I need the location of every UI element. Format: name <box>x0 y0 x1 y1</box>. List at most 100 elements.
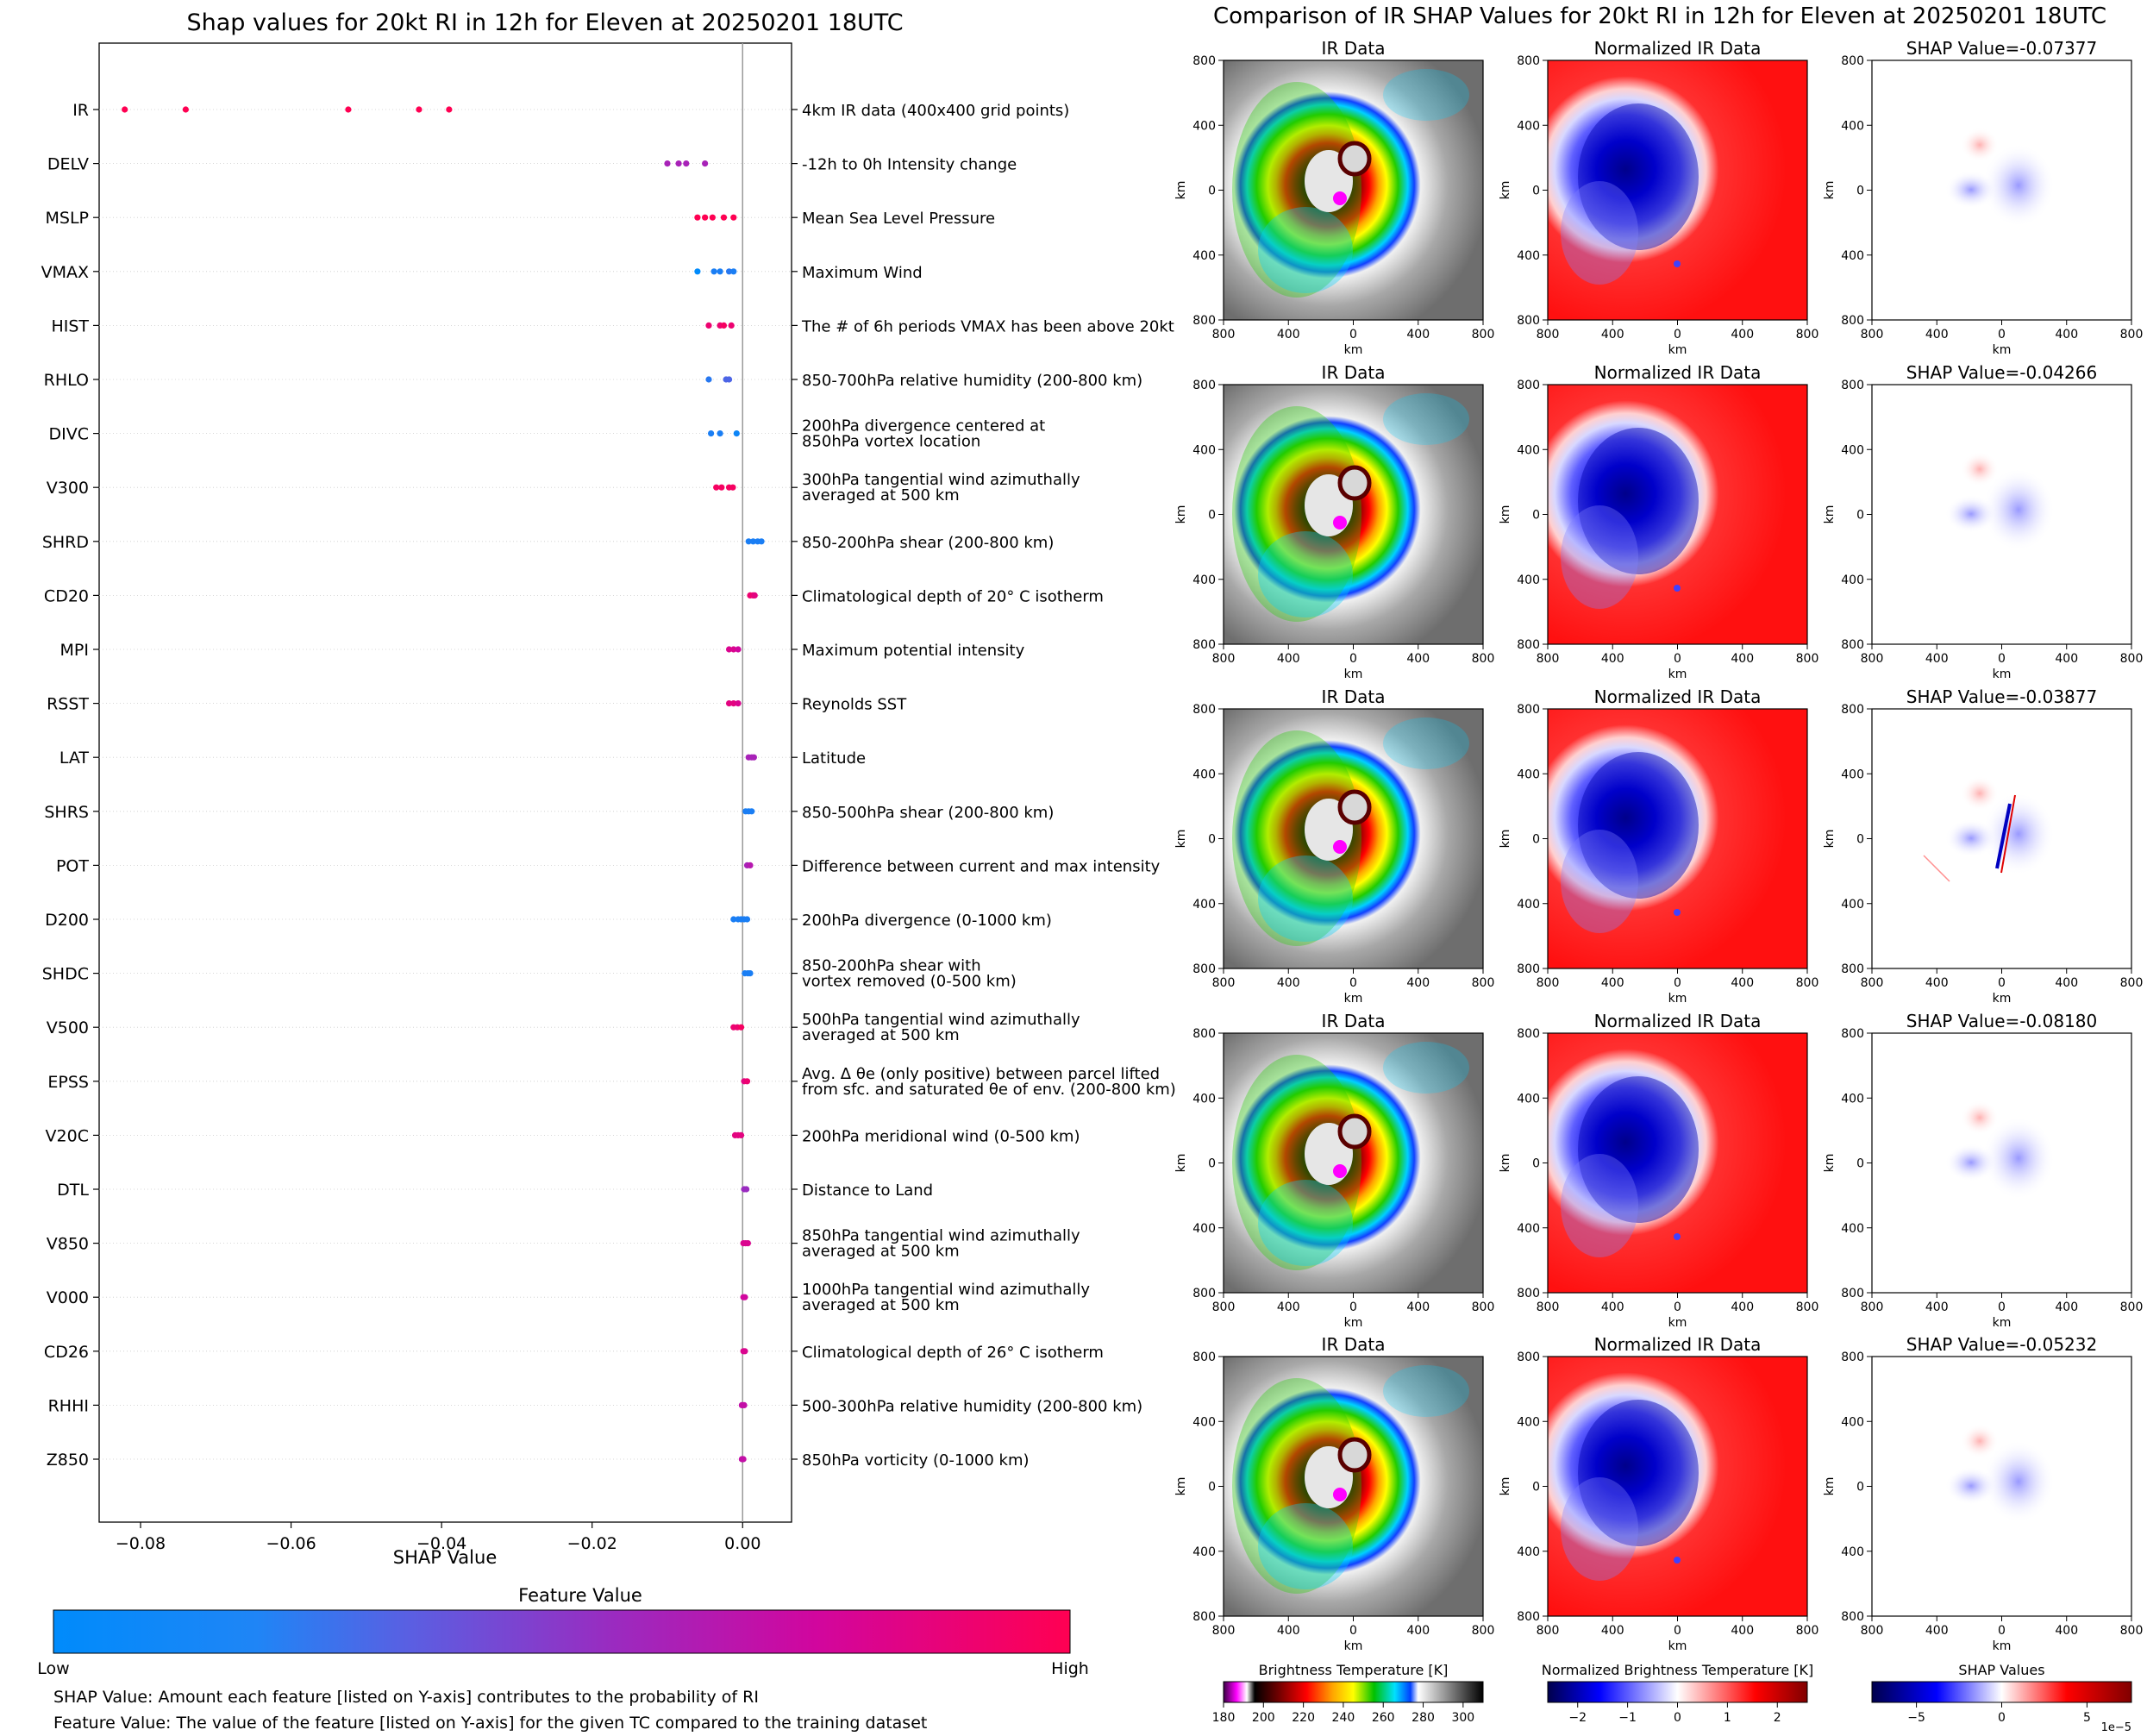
x-tick-label: 800 <box>1861 328 1884 342</box>
x-tick-label: 800 <box>1537 1300 1560 1314</box>
y-tick-label: 800 <box>1517 54 1540 68</box>
x-axis-km-label: km <box>1344 667 1363 681</box>
y-tick-label: 800 <box>1841 1610 1864 1624</box>
x-tick-label: 800 <box>1537 328 1560 342</box>
x-tick-label: 400 <box>1601 652 1624 666</box>
y-tick-label: 800 <box>1192 1351 1216 1364</box>
x-tick-label: 0 <box>1674 652 1681 666</box>
colorbar-title: Normalized Brightness Temperature [K] <box>1542 1662 1814 1678</box>
shap-streak <box>1923 855 1950 882</box>
y-tick-label: 800 <box>1841 1027 1864 1041</box>
shap-point <box>705 322 712 329</box>
cold-top-shape <box>1333 191 1347 205</box>
shap-point <box>728 322 735 329</box>
x-tick-label: 800 <box>1472 1624 1495 1638</box>
shap-point <box>416 106 423 113</box>
panel-image <box>1224 60 1483 320</box>
y-tick-label: 400 <box>1517 249 1540 263</box>
shap-negative-blob <box>1982 1117 2055 1200</box>
x-tick-label: 400 <box>1925 1300 1949 1314</box>
x-tick-label: 800 <box>2120 328 2144 342</box>
x-tick-label: 800 <box>1472 652 1495 666</box>
cloud-band-shape <box>1232 1378 1361 1594</box>
feature-description-label: Maximum potential intensity <box>802 642 1025 660</box>
feature-description-label: averaged at 500 km <box>802 486 960 505</box>
cold-anomaly-shape <box>1561 181 1638 285</box>
y-tick-label: 800 <box>1517 962 1540 976</box>
y-axis-km-label: km <box>1174 830 1188 849</box>
shap-point <box>729 484 736 491</box>
cold-anomaly-shape <box>1674 585 1681 592</box>
shap-point <box>345 106 352 113</box>
cloud-band-shape <box>1258 207 1353 293</box>
y-tick-label: 400 <box>1192 119 1216 133</box>
y-axis-km-label: km <box>1499 1154 1512 1173</box>
x-tick-label: 400 <box>1925 328 1949 342</box>
x-tick-label: 0 <box>1674 1624 1681 1638</box>
y-tick-label: 800 <box>1517 314 1540 328</box>
feature-description-label: 850-200hPa shear (200-800 km) <box>802 534 1054 552</box>
y-tick-label: 0 <box>1208 509 1216 523</box>
x-tick-label: 400 <box>1277 328 1300 342</box>
panel-image <box>1224 1357 1483 1616</box>
feature-code-label: V000 <box>47 1288 89 1307</box>
y-tick-label: 0 <box>1532 1481 1540 1495</box>
shap-point <box>705 376 712 383</box>
cold-anomaly-shape <box>1578 428 1699 574</box>
y-tick-label: 800 <box>1192 379 1216 392</box>
cold-anomaly-shape <box>1561 505 1638 609</box>
y-axis-km-label: km <box>1823 181 1837 200</box>
image-panel: SHAP Value=-0.03877800800400400004004008… <box>1823 686 2143 1006</box>
normalized-ir-title: Normalized IR Data <box>1594 686 1762 707</box>
x-axis-km-label: km <box>1344 343 1363 357</box>
y-tick-label: 800 <box>1517 1027 1540 1041</box>
feature-description-label: Maximum Wind <box>802 264 923 282</box>
cold-anomaly-shape <box>1578 1400 1699 1546</box>
x-tick-label: 0 <box>1998 652 2006 666</box>
panel-image <box>1548 1033 1807 1293</box>
y-tick-label: 400 <box>1841 1222 1864 1236</box>
feature-description-label: Difference between current and max inten… <box>802 857 1161 875</box>
shap-point <box>725 376 733 383</box>
shap-point <box>710 268 717 275</box>
x-axis-km-label: km <box>1993 992 2012 1006</box>
feature-code-label: SHDC <box>42 965 89 984</box>
y-tick-label: 0 <box>1208 1481 1216 1495</box>
colorbar-tick-label: −2 <box>1568 1711 1587 1725</box>
x-tick-label: 400 <box>1731 1300 1754 1314</box>
y-tick-label: 400 <box>1517 898 1540 912</box>
x-tick-label: 400 <box>1277 976 1300 990</box>
y-tick-label: 400 <box>1841 1415 1864 1429</box>
shap-point <box>675 160 682 167</box>
x-tick-label: 0 <box>1349 976 1357 990</box>
colorbar-low-label: Low <box>37 1659 69 1678</box>
shap-point <box>743 1078 751 1085</box>
colorbar-tick-label: 220 <box>1292 1711 1315 1725</box>
shap-positive-blob <box>1961 128 1999 162</box>
shap-point <box>725 700 733 707</box>
panel-image <box>1224 385 1483 644</box>
colorbar-title: SHAP Values <box>1958 1662 2044 1678</box>
y-tick-label: 800 <box>1517 1351 1540 1364</box>
image-panel: SHAP Value=-0.05232800800400400004004008… <box>1823 1334 2143 1653</box>
shap-point <box>730 214 737 221</box>
shap-value-title: SHAP Value=-0.03877 <box>1906 686 2097 707</box>
x-axis-km-label: km <box>1668 992 1687 1006</box>
y-tick-label: 800 <box>1192 703 1216 717</box>
x-tick-label: 400 <box>1925 976 1949 990</box>
feature-code-label: VMAX <box>41 263 89 282</box>
panel-image <box>1224 1033 1483 1293</box>
normalized-ir-title: Normalized IR Data <box>1594 38 1762 59</box>
y-tick-label: 400 <box>1517 768 1540 781</box>
y-tick-label: 800 <box>1192 1610 1216 1624</box>
shap-value-title: SHAP Value=-0.08180 <box>1906 1011 2097 1031</box>
feature-code-label: DELV <box>47 155 89 174</box>
feature-description-label: 850hPa tangential wind azimuthally <box>802 1227 1080 1245</box>
cold-anomaly-shape <box>1561 1154 1638 1257</box>
y-tick-label: 0 <box>1856 185 1864 198</box>
y-tick-label: 400 <box>1192 768 1216 781</box>
shap-point <box>718 484 725 491</box>
x-tick-label: 400 <box>1406 328 1430 342</box>
y-tick-label: 800 <box>1192 314 1216 328</box>
colorbar-tick-label: 300 <box>1451 1711 1474 1725</box>
